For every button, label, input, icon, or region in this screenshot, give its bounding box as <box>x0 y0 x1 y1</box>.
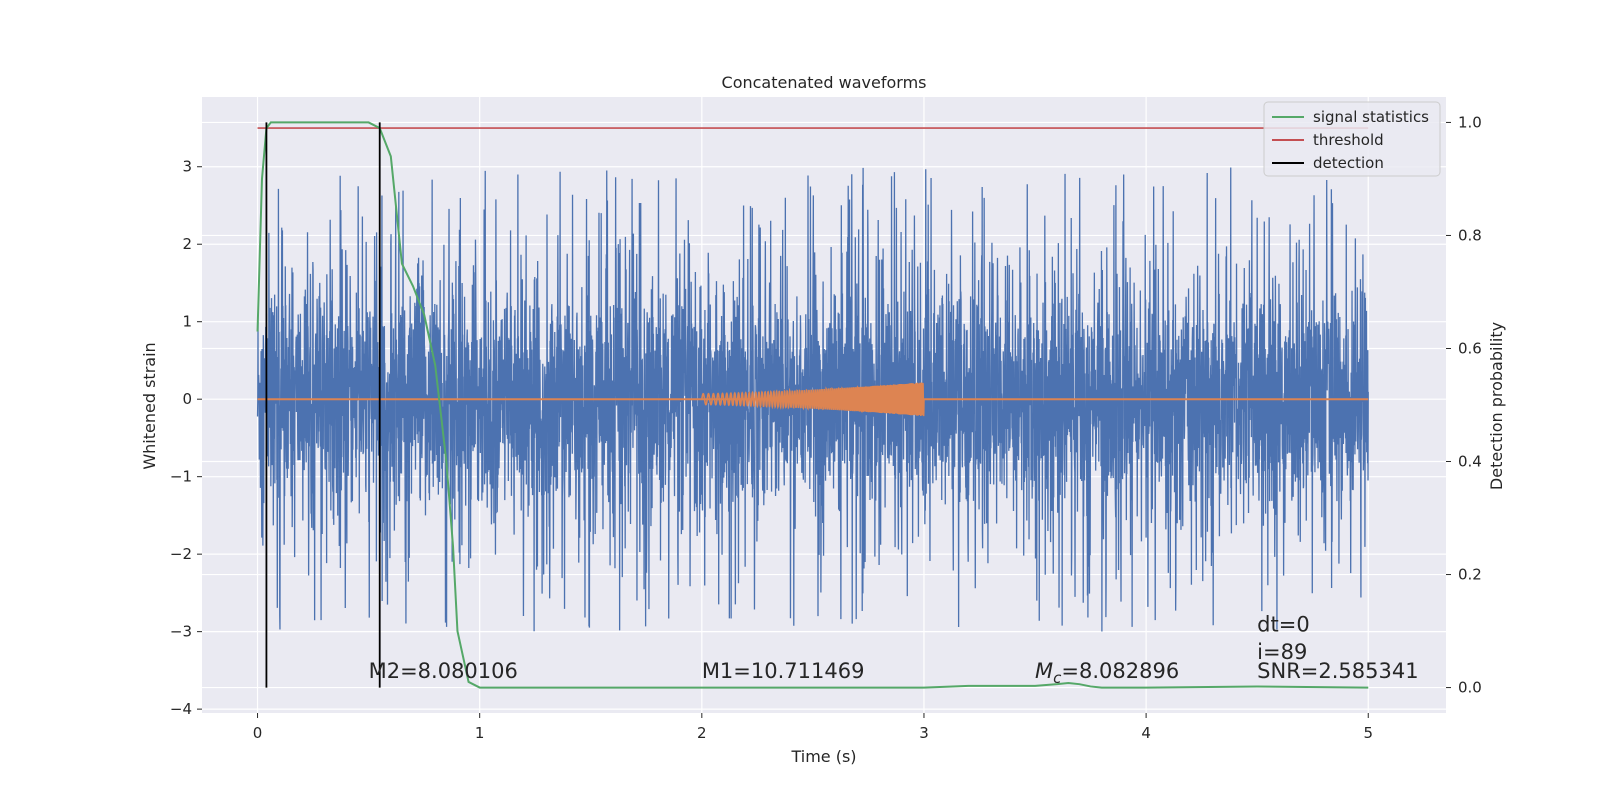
y-tick-label-right: 0.4 <box>1458 453 1482 471</box>
y-tick-label-left: −1 <box>170 468 192 486</box>
y-tick-label-left: 2 <box>182 235 192 253</box>
annotations: M2=8.080106 M1=10.711469 Mc=8.082896 dt=0 i=… <box>369 613 1419 687</box>
x-axis-label: Time (s) <box>790 747 856 766</box>
y-tick-label-right: 0.0 <box>1458 679 1482 697</box>
y-tick-label-left: −2 <box>170 545 192 563</box>
legend-box <box>1263 101 1441 177</box>
template-chirp <box>701 382 925 417</box>
legend-label: signal statistics <box>1313 108 1429 126</box>
y-tick-label-right: 0.6 <box>1458 339 1482 357</box>
x-tick-label: 4 <box>1141 724 1151 742</box>
y-tick-label-left: −4 <box>170 700 192 718</box>
annotation-dt: dt=0 <box>1257 613 1310 637</box>
annotation-mc: Mc=8.082896 <box>1035 659 1179 687</box>
series-layer <box>256 121 1369 689</box>
legend: signal statistics threshold detection <box>1263 101 1441 177</box>
x-tick-label: 1 <box>475 724 485 742</box>
legend-label: threshold <box>1313 131 1384 149</box>
ticks: 0 1 2 3 4 5 −4 −3 −2 −1 0 1 2 3 0.0 0.2 0.4 0.6 0.8 1.0 <box>170 113 1482 742</box>
annotation-m1: M1=10.711469 <box>702 659 865 683</box>
annotation-i: i=89 <box>1257 640 1307 664</box>
y-tick-label-left: 3 <box>182 158 192 176</box>
y-tick-label-left: −3 <box>170 623 192 641</box>
y-axis-label-left: Whitened strain <box>140 342 159 469</box>
y-tick-label-left: 1 <box>182 313 192 331</box>
chart-title: Concatenated waveforms <box>722 73 927 92</box>
annotation-snr: SNR=2.585341 <box>1257 659 1418 683</box>
y-axis-label-right: Detection probability <box>1487 322 1506 490</box>
annotation-mc-subscript: c <box>1053 669 1062 687</box>
x-tick-label: 5 <box>1363 724 1373 742</box>
y-tick-label-right: 0.8 <box>1458 226 1482 244</box>
y-tick-label-right: 1.0 <box>1458 113 1482 131</box>
x-tick-label: 2 <box>697 724 707 742</box>
x-tick-label: 0 <box>253 724 263 742</box>
y-tick-label-left: 0 <box>182 390 192 408</box>
legend-label: detection <box>1313 154 1384 172</box>
signal-statistics-line <box>256 121 1369 689</box>
annotation-mc-value: =8.082896 <box>1061 659 1179 683</box>
annotation-m2: M2=8.080106 <box>369 659 518 683</box>
y-tick-label-right: 0.2 <box>1458 566 1482 584</box>
annotation-mc-symbol: M <box>1035 659 1053 683</box>
x-tick-label: 3 <box>919 724 929 742</box>
